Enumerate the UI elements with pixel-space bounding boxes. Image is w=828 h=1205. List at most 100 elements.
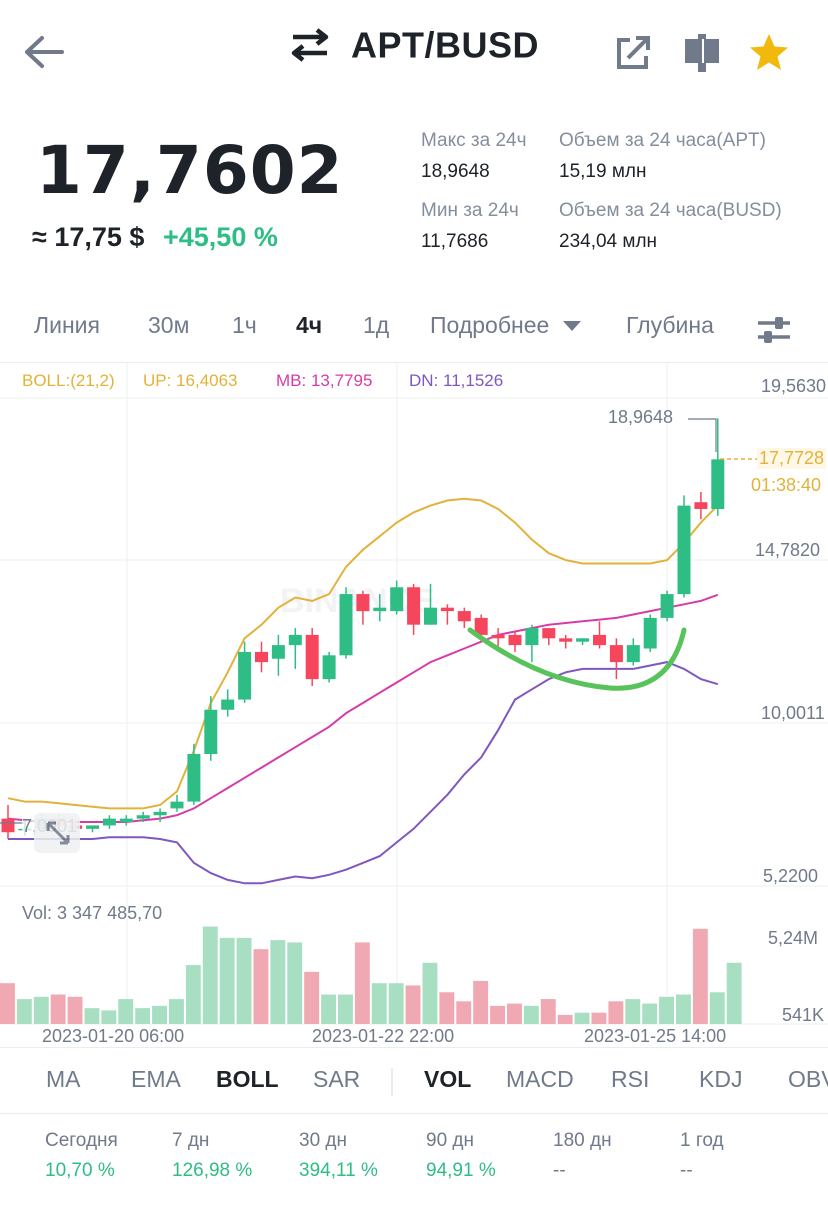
candle [390, 580, 404, 615]
tab-more[interactable]: Подробнее [430, 312, 582, 339]
volume-bar [219, 937, 235, 1024]
candle [711, 418, 725, 516]
volume-bar [490, 1005, 505, 1024]
boll-mb-label: MB: 13,7795 [276, 371, 373, 390]
boll-up-line [7, 497, 719, 810]
candlestick-chart[interactable]: BINANCE [0, 362, 828, 1047]
expand-chart-button[interactable] [34, 813, 80, 853]
candle [221, 689, 235, 717]
candle-body [609, 645, 623, 663]
indicator-divider [0, 1113, 828, 1114]
volume-bar [473, 980, 489, 1024]
boll-mb-line [7, 593, 719, 823]
candle-body [390, 587, 404, 612]
candle-body [255, 651, 268, 663]
candle-body [643, 617, 657, 649]
candle [626, 638, 640, 666]
tab-more-label: Подробнее [430, 312, 550, 338]
indicator-obv[interactable]: OBV [788, 1066, 828, 1092]
tab-30m[interactable]: 30м [148, 312, 190, 338]
candle-body [119, 818, 133, 823]
candle-body [1, 818, 15, 833]
volume-bar [709, 992, 725, 1024]
stat-vol-busd-label: Объем за 24 часа(BUSD) [559, 200, 782, 221]
volume-bar [405, 985, 421, 1024]
candle [153, 808, 167, 823]
time-axis-label-3: 2023-01-25 14:00 [584, 1026, 727, 1046]
indicator-sar[interactable]: SAR [313, 1066, 361, 1092]
candle [119, 815, 133, 826]
candle [339, 587, 353, 659]
candle-body [491, 634, 505, 639]
back-arrow-icon[interactable] [22, 34, 64, 70]
candle-body [694, 502, 708, 510]
tab-depth[interactable]: Глубина [626, 312, 714, 338]
candle-body [102, 818, 116, 826]
volume-bar [422, 962, 438, 1024]
indicator-boll[interactable]: BOLL [216, 1066, 279, 1092]
perf-today-label: Сегодня [45, 1130, 118, 1151]
candle [322, 651, 336, 683]
candle-body [170, 801, 184, 809]
chart-area[interactable]: BINANCE BOLL:(21,2) UP: 16,4063 MB: 13,7… [0, 362, 828, 1047]
high-price-annotation: 18,9648 [608, 407, 674, 427]
stat-high-value: 18,9648 [421, 161, 490, 182]
volume-bar [101, 1010, 117, 1024]
tab-line[interactable]: Линия [34, 312, 100, 338]
candle [440, 604, 454, 625]
high-marker-line [688, 418, 717, 452]
volume-bar [388, 983, 404, 1024]
volume-bar [523, 1005, 539, 1024]
candle [102, 815, 116, 829]
swap-icon [291, 28, 329, 63]
candle-body [356, 594, 370, 612]
tab-1h[interactable]: 1ч [232, 312, 257, 338]
candle [508, 631, 522, 652]
pair-title[interactable]: APT/BUSD [0, 22, 828, 66]
boll-dn-line [8, 661, 719, 885]
stat-vol-apt-value: 15,19 млн [559, 161, 647, 182]
volume-bar [0, 983, 15, 1024]
share-icon[interactable] [614, 34, 654, 72]
candle-body [271, 645, 285, 659]
volume-bar [287, 942, 303, 1024]
volume-bar [507, 1003, 522, 1024]
boll-dn-label: DN: 11,1526 [409, 371, 504, 390]
volume-bar [676, 994, 691, 1024]
indicator-macd[interactable]: MACD [506, 1066, 574, 1092]
volume-bar [236, 937, 252, 1024]
tab-1d[interactable]: 1д [363, 312, 390, 338]
candle-body [305, 634, 319, 680]
indicator-ema[interactable]: EMA [131, 1066, 181, 1092]
candle [643, 614, 657, 652]
tab-4h[interactable]: 4ч [296, 312, 323, 338]
indicator-ma[interactable]: MA [46, 1066, 81, 1092]
star-icon[interactable] [748, 32, 790, 72]
volume-bar [354, 942, 370, 1024]
candle [86, 825, 99, 833]
candle-body [593, 634, 606, 646]
volume-bar [185, 965, 201, 1024]
candle-body [204, 709, 218, 754]
price-axis-label-3: 10,0011 [761, 703, 825, 723]
candle [187, 743, 201, 806]
perf-today-value: 10,70 % [45, 1160, 115, 1181]
stat-low-value: 11,7686 [421, 231, 489, 252]
indicator-vol[interactable]: VOL [424, 1066, 472, 1092]
candle-body [153, 811, 167, 816]
stat-low-label: Мин за 24ч [421, 200, 519, 221]
candle [491, 628, 505, 649]
candle-body [424, 607, 437, 625]
candle-body [525, 628, 539, 646]
indicator-rsi[interactable]: RSI [611, 1066, 650, 1092]
settings-sliders-icon[interactable] [756, 314, 792, 346]
candle [542, 628, 556, 646]
layout-icon[interactable] [683, 33, 721, 73]
grid [0, 362, 828, 1025]
volume-bar [169, 999, 184, 1024]
candle-body [660, 594, 674, 618]
candle-body [407, 587, 421, 625]
candle [576, 638, 590, 646]
indicator-kdj[interactable]: KDJ [699, 1066, 743, 1092]
price-change: +45,50 % [163, 222, 278, 252]
